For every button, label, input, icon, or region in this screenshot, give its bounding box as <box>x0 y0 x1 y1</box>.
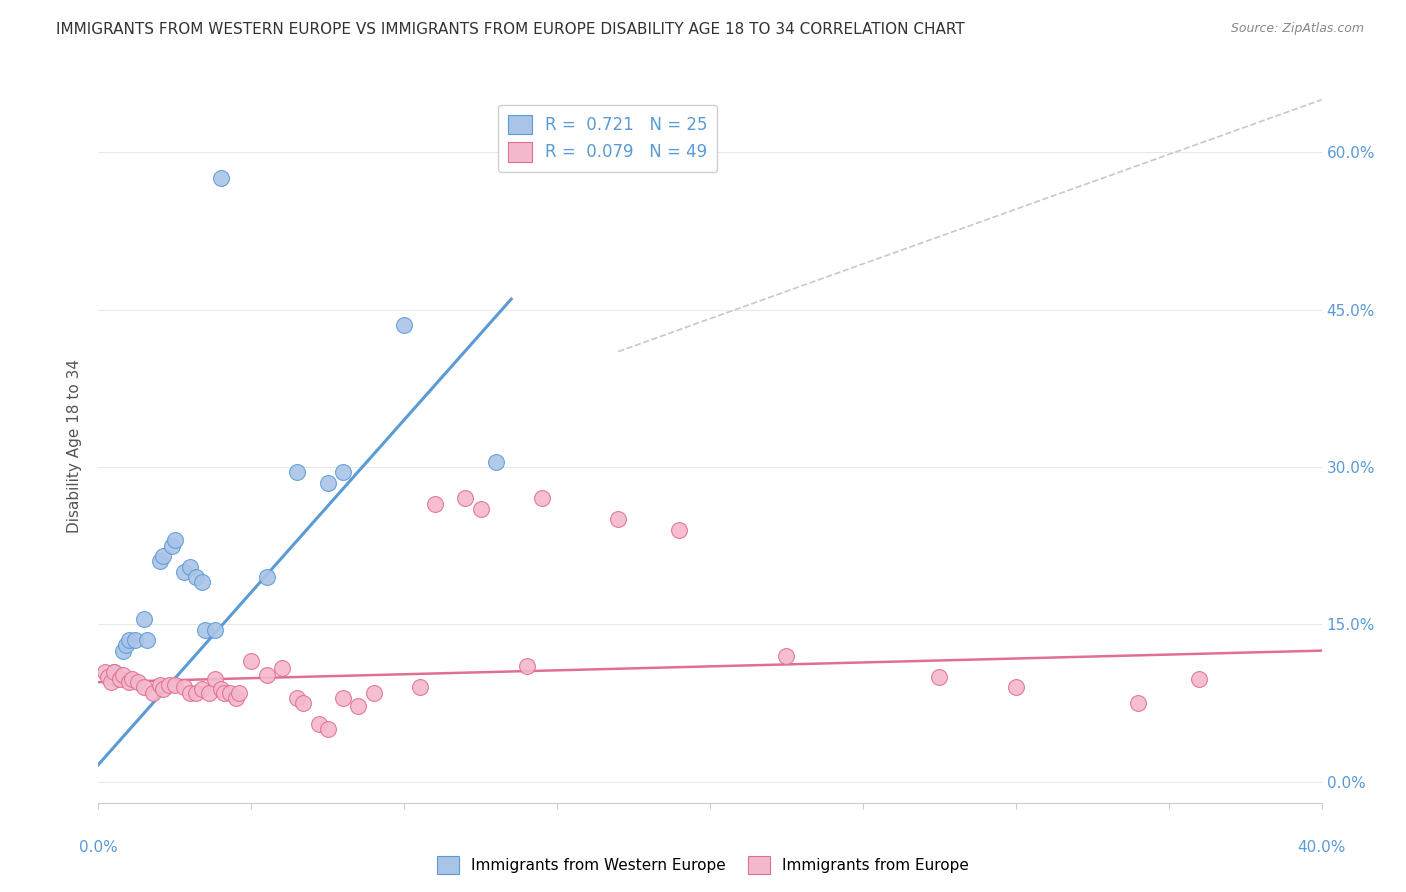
Point <box>173 681 195 695</box>
Point <box>163 533 186 548</box>
Point <box>108 672 131 686</box>
Point <box>1188 672 1211 686</box>
Point <box>149 678 172 692</box>
Point <box>149 554 172 568</box>
Point <box>285 465 308 479</box>
Point <box>160 539 183 553</box>
Point <box>408 681 430 695</box>
Point <box>530 491 553 506</box>
Point <box>316 723 339 737</box>
Point <box>100 675 122 690</box>
Point <box>209 682 232 697</box>
Point <box>332 465 354 479</box>
Point <box>256 570 278 584</box>
Point <box>105 672 128 686</box>
Legend: R =  0.721   N = 25, R =  0.079   N = 49: R = 0.721 N = 25, R = 0.079 N = 49 <box>498 104 717 171</box>
Point <box>292 696 315 710</box>
Point <box>332 690 354 705</box>
Point <box>127 675 149 690</box>
Point <box>363 685 385 699</box>
Point <box>485 455 508 469</box>
Point <box>285 690 308 705</box>
Point <box>152 682 174 697</box>
Point <box>308 717 330 731</box>
Point <box>152 549 174 564</box>
Text: 40.0%: 40.0% <box>1298 839 1346 855</box>
Legend: Immigrants from Western Europe, Immigrants from Europe: Immigrants from Western Europe, Immigran… <box>432 850 974 880</box>
Point <box>470 502 492 516</box>
Point <box>423 497 446 511</box>
Point <box>316 475 339 490</box>
Point <box>204 672 226 686</box>
Point <box>392 318 416 333</box>
Point <box>124 633 146 648</box>
Point <box>212 685 235 699</box>
Point <box>194 623 217 637</box>
Point <box>204 623 226 637</box>
Y-axis label: Disability Age 18 to 34: Disability Age 18 to 34 <box>67 359 83 533</box>
Point <box>225 690 247 705</box>
Point <box>256 667 278 681</box>
Point <box>928 670 950 684</box>
Text: IMMIGRANTS FROM WESTERN EUROPE VS IMMIGRANTS FROM EUROPE DISABILITY AGE 18 TO 34: IMMIGRANTS FROM WESTERN EUROPE VS IMMIGR… <box>56 22 965 37</box>
Point <box>240 654 263 668</box>
Point <box>186 570 208 584</box>
Point <box>186 685 208 699</box>
Point <box>197 685 219 699</box>
Point <box>103 665 125 679</box>
Point <box>454 491 477 506</box>
Point <box>173 565 195 579</box>
Point <box>121 672 143 686</box>
Point <box>136 633 159 648</box>
Point <box>516 659 538 673</box>
Point <box>134 612 156 626</box>
Point <box>93 665 115 679</box>
Point <box>163 678 186 692</box>
Point <box>347 699 370 714</box>
Point <box>103 665 125 679</box>
Point <box>118 675 141 690</box>
Point <box>209 171 232 186</box>
Text: Source: ZipAtlas.com: Source: ZipAtlas.com <box>1230 22 1364 36</box>
Point <box>1128 696 1150 710</box>
Point <box>775 648 797 663</box>
Point <box>668 523 690 537</box>
Point <box>228 685 250 699</box>
Point <box>134 681 156 695</box>
Point <box>111 643 134 657</box>
Point <box>142 685 165 699</box>
Point <box>219 685 242 699</box>
Text: 0.0%: 0.0% <box>79 839 118 855</box>
Point <box>179 559 201 574</box>
Point <box>191 575 214 590</box>
Point <box>1004 681 1026 695</box>
Point <box>607 512 630 526</box>
Point <box>157 678 180 692</box>
Point <box>191 682 214 697</box>
Point <box>115 639 138 653</box>
Point <box>97 670 120 684</box>
Point <box>179 685 201 699</box>
Point <box>118 633 141 648</box>
Point <box>111 667 134 681</box>
Point <box>270 661 294 675</box>
